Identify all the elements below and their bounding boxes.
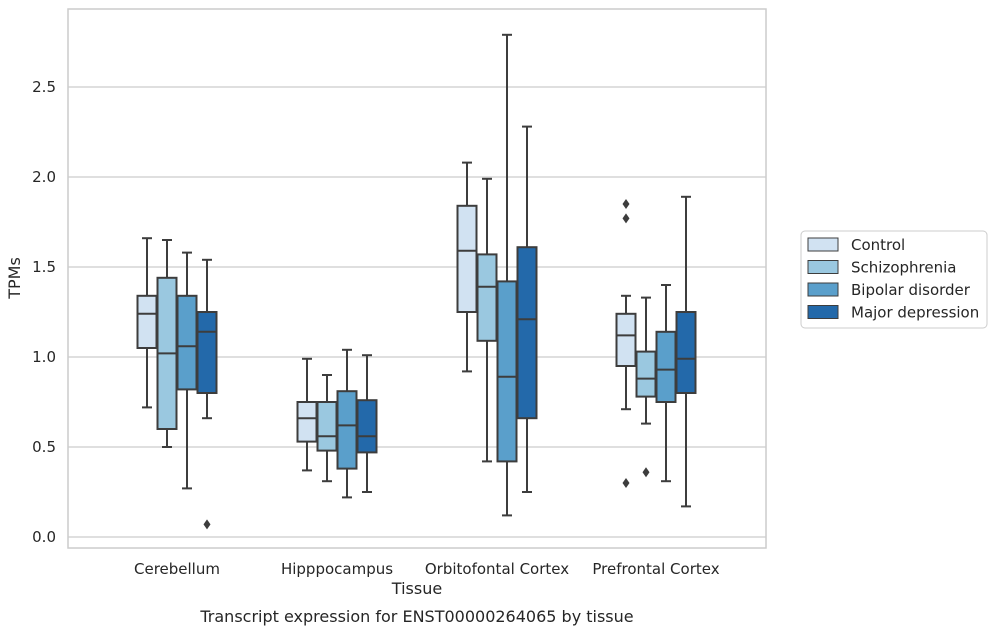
box: [136, 294, 158, 349]
box-group: [136, 237, 158, 409]
y-tick-label: 0.5: [32, 438, 56, 456]
legend-frame: [800, 230, 988, 329]
x-tick-label: Prefrontal Cortex: [592, 560, 719, 578]
box: [356, 399, 378, 454]
y-tick-label: 1.5: [32, 258, 56, 276]
box-group: [356, 354, 378, 493]
x-axis-label: Tissue: [391, 579, 442, 598]
box: [675, 311, 697, 394]
y-tick-label: 1.0: [32, 348, 56, 366]
box: [176, 294, 198, 391]
box-group: [635, 296, 657, 478]
box-group: [296, 357, 318, 472]
legend-label: Bipolar disorder: [851, 281, 971, 299]
legend-label: Schizophrenia: [851, 259, 956, 277]
legend-label: Control: [851, 236, 905, 254]
box-group: [176, 251, 198, 490]
x-tick-label: Orbitofontal Cortex: [425, 560, 569, 578]
y-tick-label: 0.0: [32, 528, 56, 546]
box: [655, 330, 677, 403]
y-axis-ticks: 0.0 0.5 1.0 1.5 2.0 2.5: [32, 78, 56, 546]
x-axis-ticks: Cerebellum Hipppocampus Orbitofontal Corte…: [134, 560, 720, 578]
legend-label: Major depression: [851, 304, 979, 322]
box: [456, 204, 478, 313]
outlier-point: [622, 199, 630, 209]
box-group: [156, 239, 178, 448]
box-group: [316, 374, 338, 483]
x-tick-label: Cerebellum: [134, 560, 220, 578]
box-group: [675, 195, 697, 508]
legend-swatch: [807, 282, 839, 297]
box-group: [655, 284, 677, 483]
box-group: [476, 177, 498, 463]
box: [516, 246, 538, 420]
y-tick-label: 2.5: [32, 78, 56, 96]
series-major-depression: [196, 125, 697, 530]
box: [635, 350, 657, 398]
outlier-point: [622, 213, 630, 224]
box-group: [456, 161, 478, 373]
box: [336, 390, 358, 470]
box: [196, 311, 218, 394]
box: [476, 253, 498, 342]
box-group: [516, 125, 538, 493]
y-tick-label: 2.0: [32, 168, 56, 186]
x-tick-label: Hipppocampus: [281, 560, 393, 578]
box-group: [496, 33, 518, 517]
box: [496, 280, 518, 463]
box-plot-series: [136, 33, 697, 530]
box-group: [615, 199, 637, 488]
outlier-point: [642, 467, 650, 478]
plot-frame: [67, 8, 767, 549]
outlier-point: [622, 478, 630, 488]
box: [316, 401, 338, 452]
box-group: [196, 258, 218, 530]
legend: Control Schizophrenia Bipolar disorder Majo…: [800, 230, 988, 329]
legend-swatch: [807, 260, 839, 274]
series-control: [136, 161, 637, 488]
legend-swatch: [807, 237, 839, 252]
box: [615, 312, 637, 367]
box-group: [336, 348, 358, 499]
series-schizophrenia: [156, 177, 657, 483]
outlier-point: [203, 519, 211, 530]
box: [296, 401, 318, 443]
figure-caption: Transcript expression for ENST0000026406…: [199, 607, 633, 626]
series-bipolar-disorder: [176, 33, 677, 517]
y-axis-label: TPMs: [5, 257, 24, 300]
legend-swatch: [807, 305, 839, 319]
